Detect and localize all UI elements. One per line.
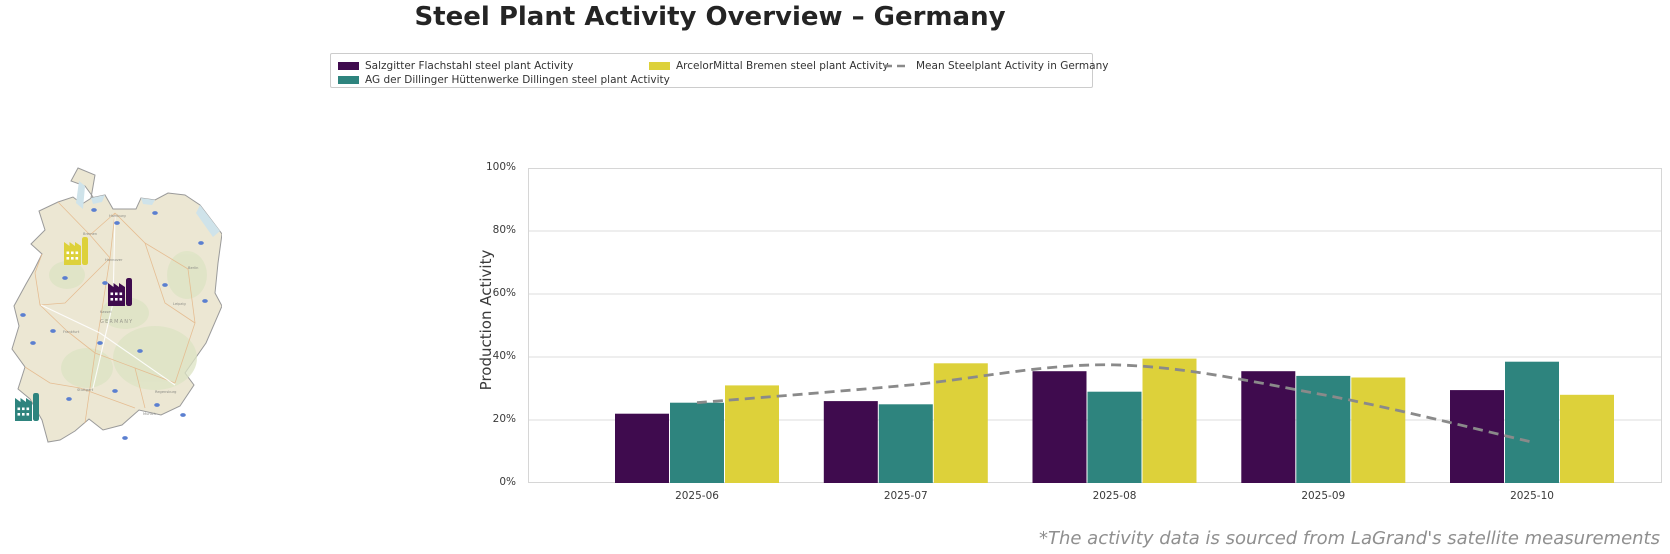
legend-label: Mean Steelplant Activity in Germany xyxy=(916,59,1109,72)
legend-label: Salzgitter Flachstahl steel plant Activi… xyxy=(365,59,574,72)
country-label: GERMANY xyxy=(100,319,133,325)
y-tick-label: 20% xyxy=(492,413,516,425)
salzgitter-swatch-icon xyxy=(338,61,359,70)
y-tick-label: 40% xyxy=(492,350,516,362)
factory-marker-dillingen xyxy=(15,393,39,421)
legend-item-salzgitter: Salzgitter Flachstahl steel plant Activi… xyxy=(338,59,573,72)
y-tick-label: 100% xyxy=(485,161,516,173)
city-label: Berlin xyxy=(188,266,198,270)
footnote: *The activity data is sourced from LaGra… xyxy=(1038,528,1660,549)
bar-2025-09-s0 xyxy=(1241,371,1296,483)
coastal-water xyxy=(76,181,220,237)
y-tick-label: 80% xyxy=(492,224,516,236)
city-label: Munich xyxy=(143,412,156,416)
x-tick-label: 2025-07 xyxy=(883,490,928,502)
bar-2025-06-s0 xyxy=(615,413,669,483)
motorway-shield-icons xyxy=(20,208,208,440)
city-label: Frankfurt xyxy=(63,330,80,334)
y-tick-label: 60% xyxy=(492,287,516,299)
mean-activity-line xyxy=(696,363,1533,444)
y-axis-ticks: 0% 20% 40% 60% 80% 100% xyxy=(470,161,522,488)
legend-label: AG der Dillinger Hüttenwerke Dillingen s… xyxy=(365,73,670,86)
city-labels: Hamburg Bremen Hannover Berlin Leipzig Kassel… xyxy=(63,214,198,416)
legend-label: ArcelorMittal Bremen steel plant Activit… xyxy=(676,59,889,72)
city-label: Kassel xyxy=(100,310,111,314)
bar-2025-08-s2 xyxy=(1142,358,1197,483)
legend-item-arcelor: ArcelorMittal Bremen steel plant Activit… xyxy=(649,59,889,72)
city-label: Regensburg xyxy=(155,390,176,394)
x-tick-label: 2025-10 xyxy=(1510,490,1554,502)
bar-2025-08-s0 xyxy=(1032,371,1087,483)
page-title: Steel Plant Activity Overview – Germany xyxy=(414,2,1006,32)
bar-2025-10-s1 xyxy=(1505,361,1559,483)
arcelor-swatch-icon xyxy=(649,61,670,70)
x-axis-ticks: 2025-06 2025-07 2025-08 2025-09 2025-10 xyxy=(528,490,1662,506)
x-tick-label: 2025-08 xyxy=(1092,490,1137,502)
bar-chart-plot xyxy=(528,168,1662,483)
bar-2025-10-s2 xyxy=(1560,394,1614,483)
bar-2025-07-s2 xyxy=(933,363,988,483)
x-tick-label: 2025-09 xyxy=(1301,490,1346,502)
bar-2025-07-s1 xyxy=(878,404,933,483)
x-tick-label: 2025-06 xyxy=(675,490,719,502)
city-label: Bremen xyxy=(83,232,97,236)
bar-2025-10-s0 xyxy=(1450,390,1504,483)
legend-item-mean: Mean Steelplant Activity in Germany xyxy=(884,59,1108,72)
dashed-line-icon xyxy=(884,64,910,67)
city-label: Hannover xyxy=(105,258,123,262)
y-tick-label: 0% xyxy=(499,476,516,488)
road-lines xyxy=(24,201,196,424)
bar-2025-08-s1 xyxy=(1087,391,1142,483)
bar-2025-06-s1 xyxy=(670,402,724,483)
dillinger-swatch-icon xyxy=(338,75,359,84)
bar-2025-09-s2 xyxy=(1351,377,1406,483)
legend-item-dillinger: AG der Dillinger Hüttenwerke Dillingen s… xyxy=(338,73,670,86)
bar-2025-06-s2 xyxy=(725,385,779,483)
bar-2025-07-s0 xyxy=(823,401,878,483)
city-label: Stuttgart xyxy=(77,388,94,392)
city-label: Leipzig xyxy=(173,302,186,306)
germany-map: GERMANY Hamburg Bremen Hannover Berlin Leipz… xyxy=(11,167,222,443)
city-label: Hamburg xyxy=(109,214,126,218)
chart-legend: Salzgitter Flachstahl steel plant Activi… xyxy=(330,53,1108,88)
